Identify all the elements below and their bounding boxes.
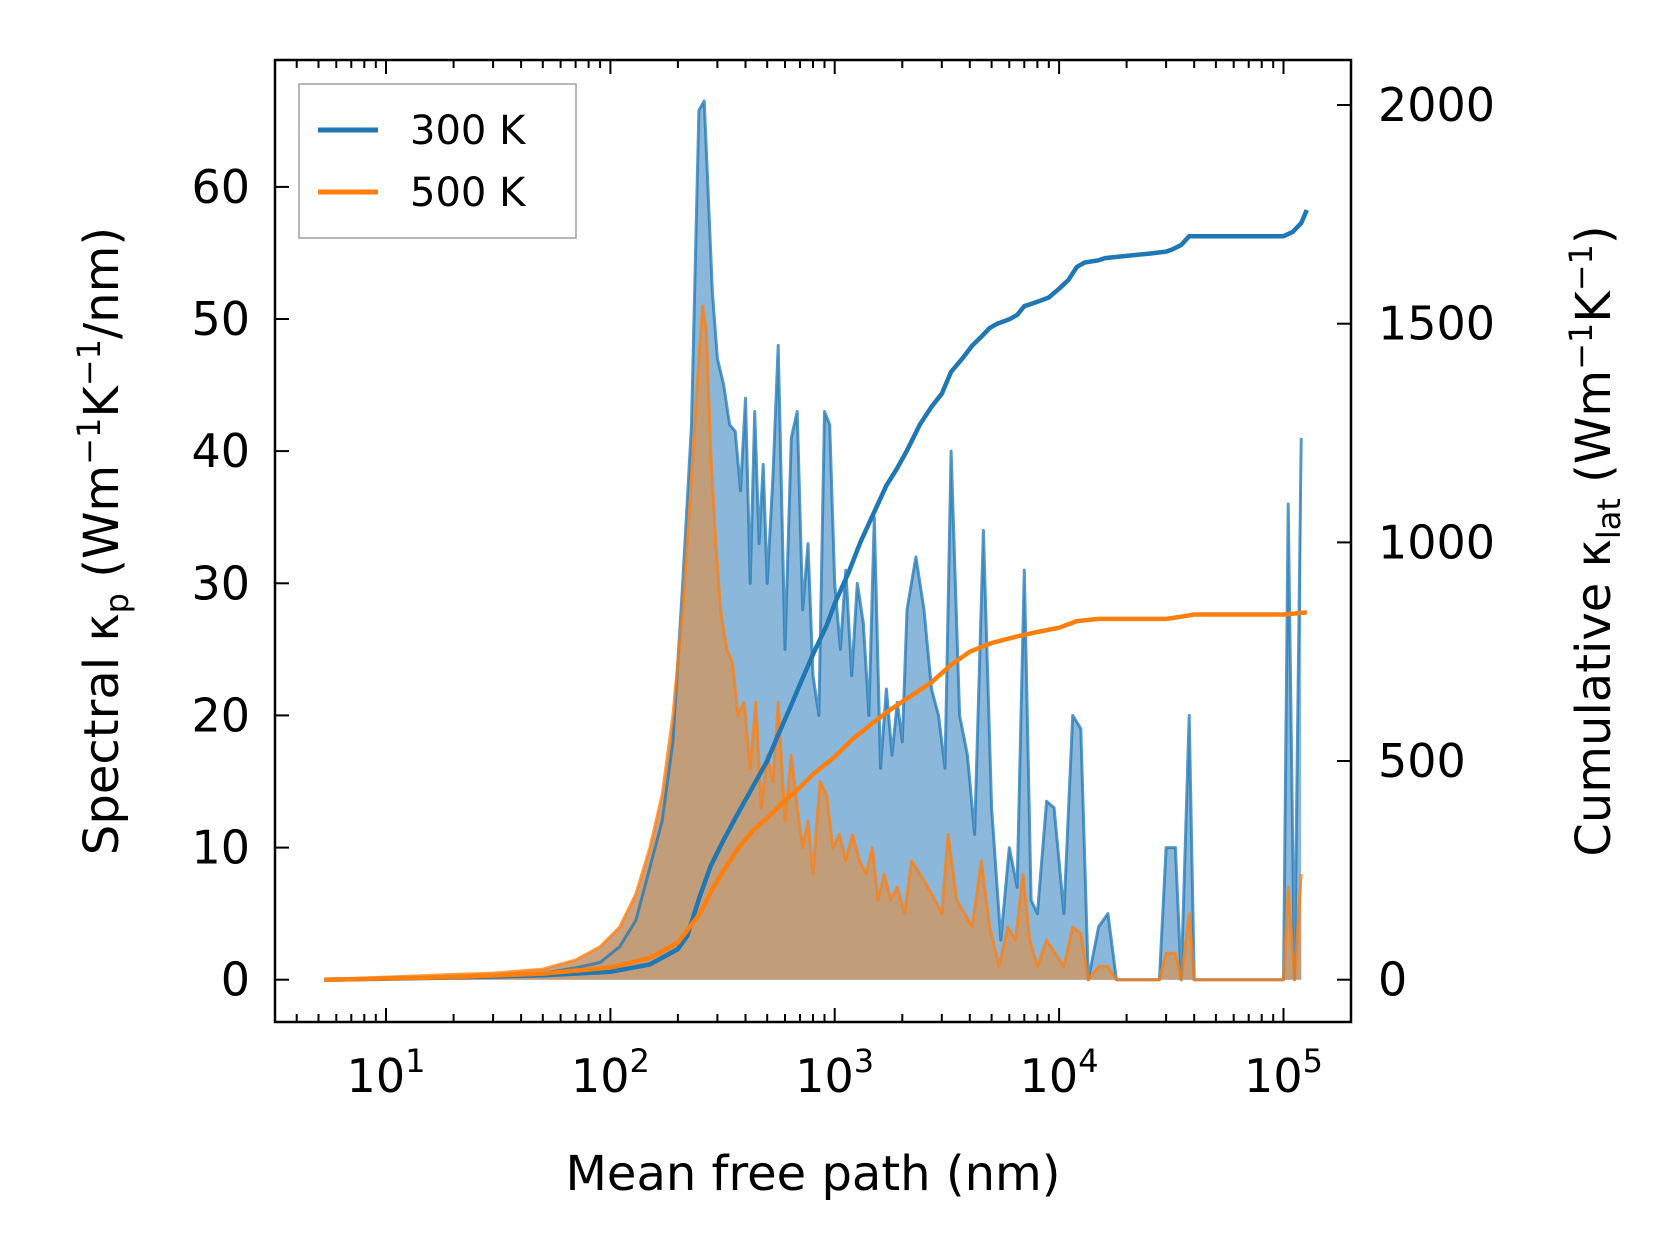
y-axis-title-left: Spectral κp (Wm−1K−1/nm) <box>70 227 136 855</box>
y-tick-label-right: 1000 <box>1378 515 1495 569</box>
tick-labels: 101 102 103 104 105 0 10 20 30 40 50 60 0 500 1000 1500… <box>191 78 1495 1103</box>
spectral-line-300k <box>324 99 1303 982</box>
legend-label-500k: 500 K <box>410 170 527 216</box>
legend-box <box>298 83 577 239</box>
axis-ticks <box>275 60 1352 1022</box>
y-tick-label-right: 500 <box>1378 734 1466 788</box>
series-lines <box>324 99 1309 982</box>
y-tick-label-right: 1500 <box>1378 297 1495 351</box>
x-tick-label: 101 <box>347 1042 426 1103</box>
x-tick-label: 105 <box>1244 1042 1323 1103</box>
x-axis-title: Mean free path (nm) <box>566 1146 1061 1202</box>
y-tick-label-left: 10 <box>191 821 250 875</box>
cumulative-line-300k <box>324 209 1309 982</box>
x-tick-label: 102 <box>571 1042 650 1103</box>
spectral-fill-areas <box>324 101 1302 980</box>
y-tick-label-right: 0 <box>1378 953 1407 1007</box>
y-tick-label-right: 2000 <box>1378 78 1495 132</box>
y-tick-label-left: 30 <box>191 556 250 610</box>
cumulative-line-500k <box>324 610 1308 982</box>
x-tick-label: 104 <box>1020 1042 1099 1103</box>
y-axis-title-right: Cumulative κlat (Wm−1K−1) <box>1562 225 1628 856</box>
y-tick-label-left: 40 <box>191 424 250 478</box>
x-tick-label: 103 <box>795 1042 874 1103</box>
legend-label-300k: 300 K <box>410 108 527 154</box>
spectral-fill-300k <box>324 101 1302 980</box>
y-tick-label-left: 0 <box>221 953 250 1007</box>
y-tick-label-left: 20 <box>191 688 250 742</box>
y-tick-label-left: 50 <box>191 292 250 346</box>
spectral-line-500k <box>324 304 1303 982</box>
y-tick-label-left: 60 <box>191 160 250 214</box>
legend: 300 K 500 K <box>298 83 577 239</box>
